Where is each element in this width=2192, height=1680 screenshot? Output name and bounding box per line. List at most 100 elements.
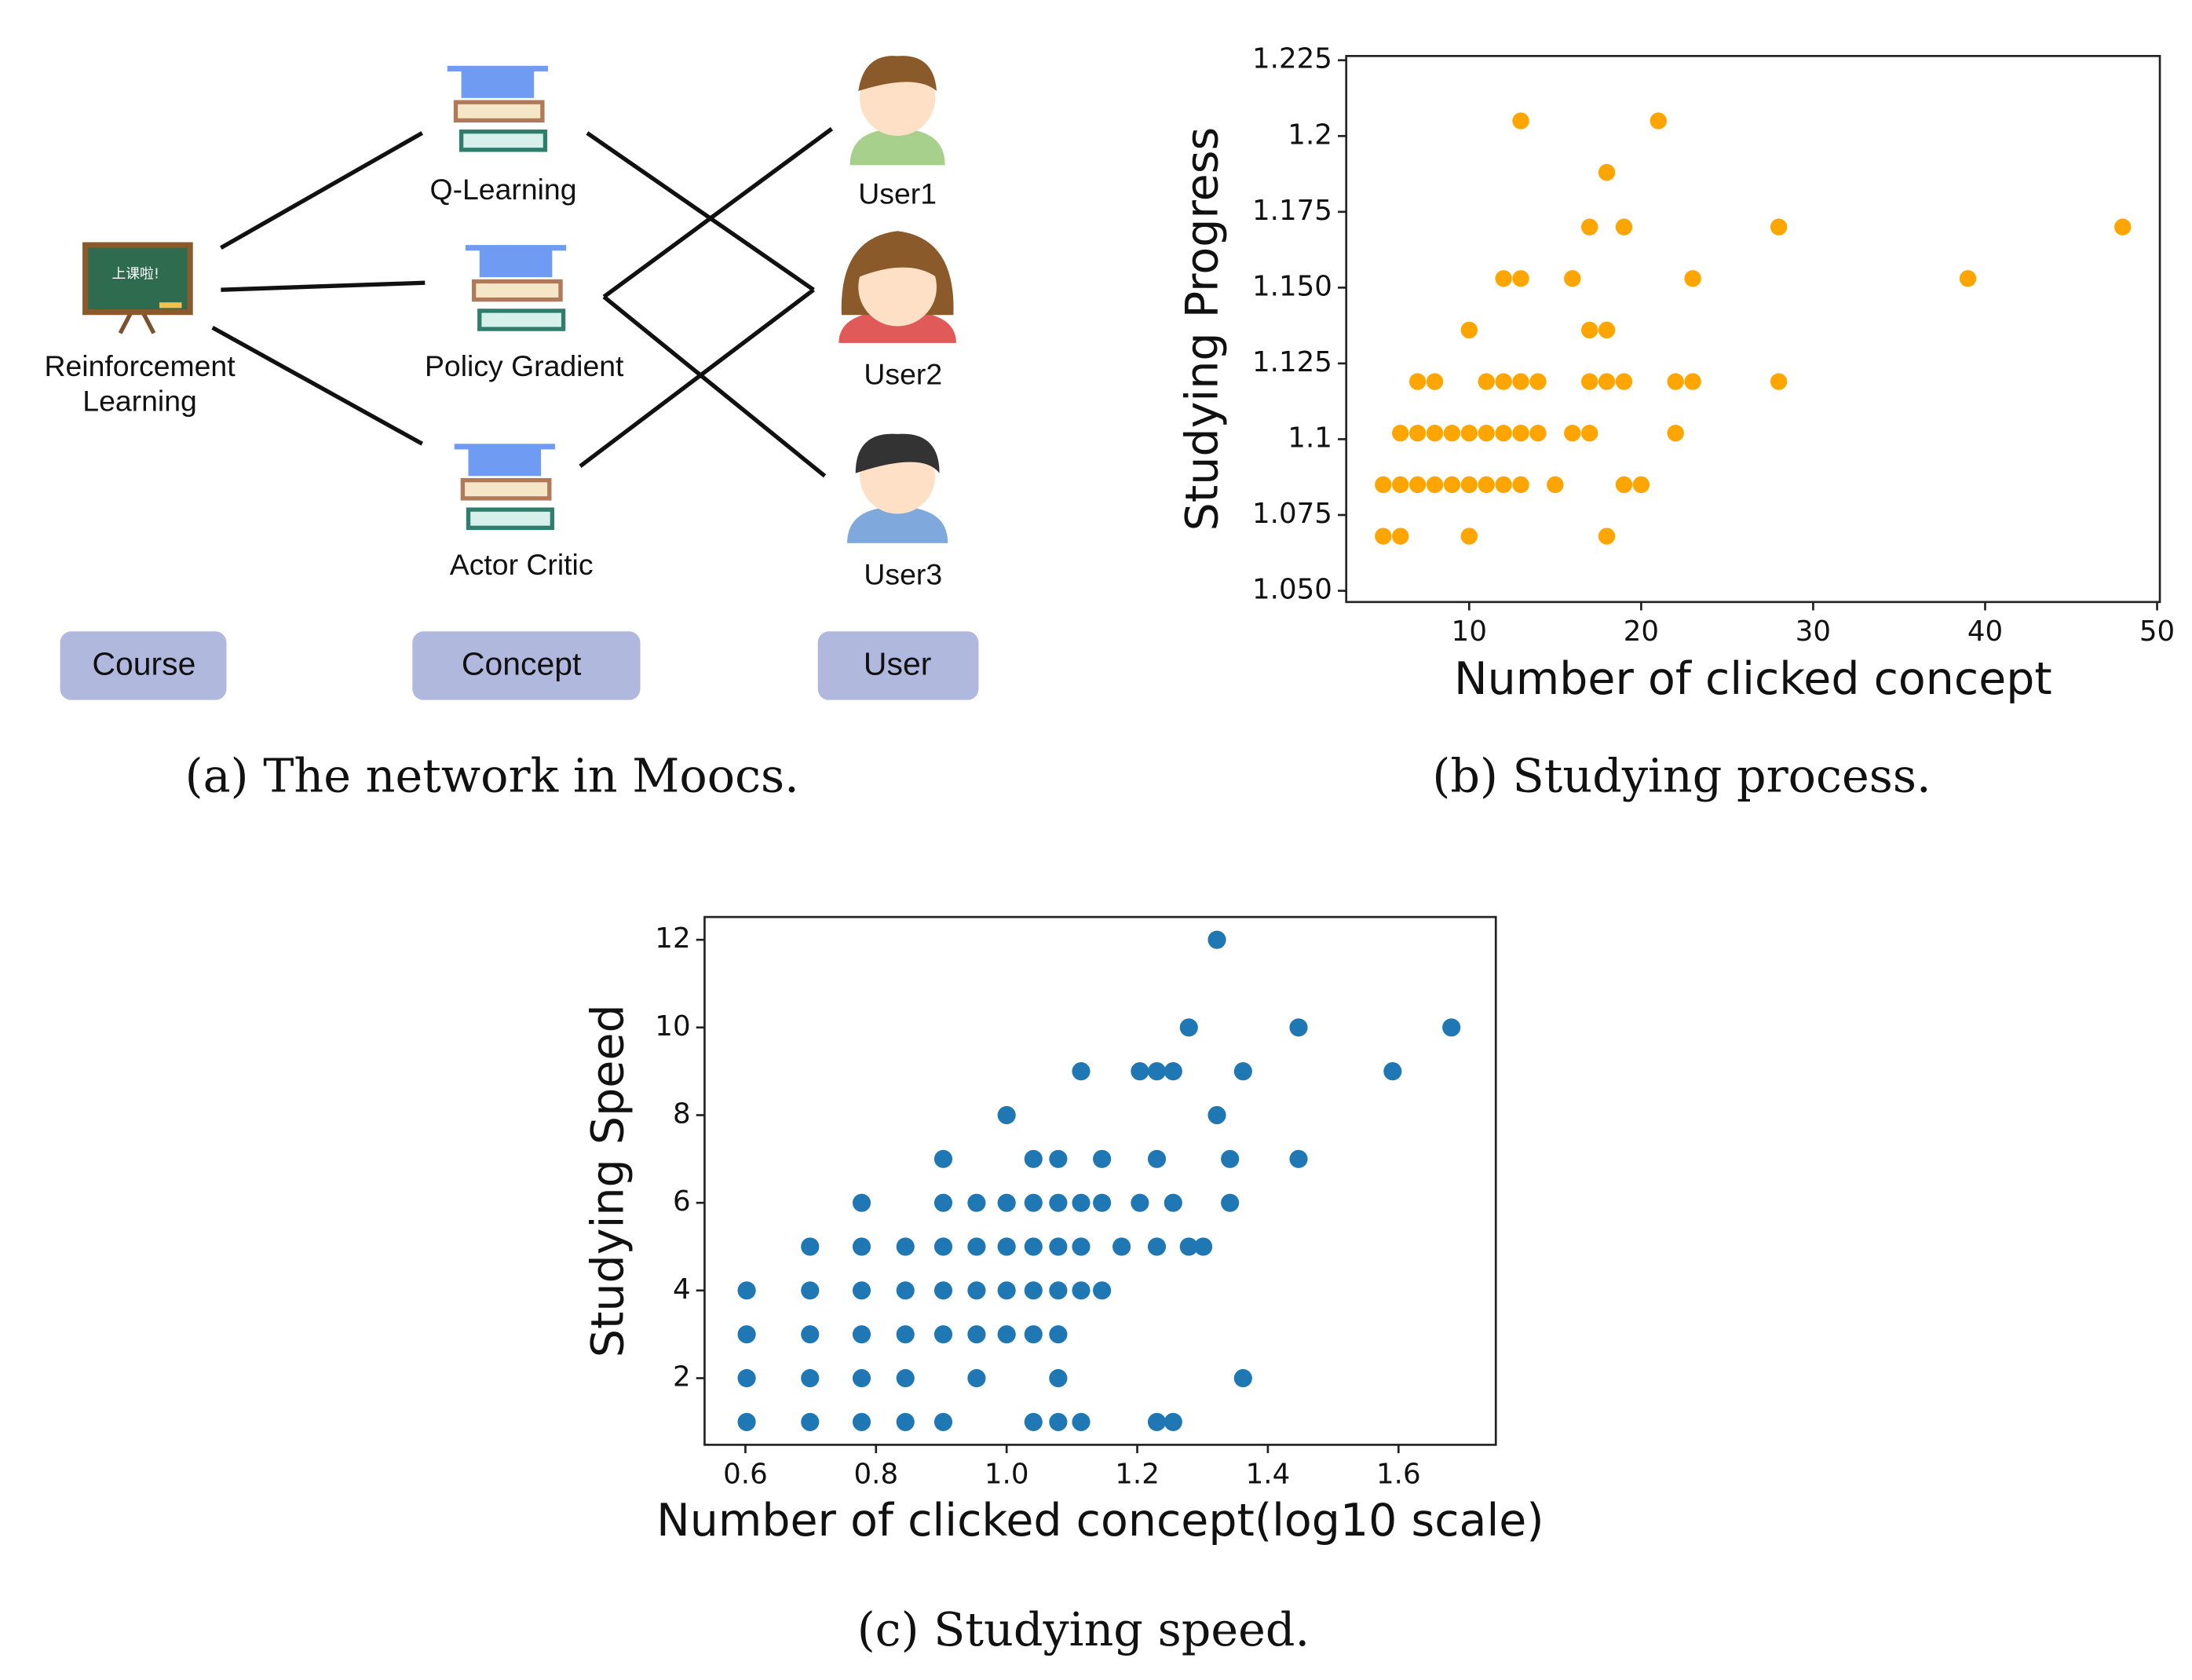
- point: [1164, 1412, 1182, 1431]
- point: [1408, 373, 1427, 390]
- node-label: User3: [864, 558, 942, 591]
- point: [1512, 476, 1529, 494]
- point: [933, 1412, 953, 1431]
- x-tick-label: 20: [1624, 615, 1659, 648]
- point: [1426, 373, 1444, 390]
- point: [1049, 1281, 1068, 1300]
- x-tick-label: 0.8: [853, 1459, 898, 1491]
- point: [967, 1325, 986, 1344]
- point: [1024, 1281, 1043, 1300]
- x-tick-label: 30: [1796, 615, 1831, 648]
- caption: (a) The network in Moocs.: [185, 748, 799, 802]
- x-axis-label: Number of clicked concept(log10 scale): [656, 1495, 1544, 1547]
- x-tick-label: 10: [1452, 615, 1487, 648]
- course-icon: 上课啦!: [82, 242, 193, 334]
- point: [1072, 1237, 1091, 1256]
- point: [997, 1105, 1016, 1125]
- point: [2114, 218, 2132, 236]
- point: [1580, 373, 1598, 390]
- y-tick-label: 1.150: [1252, 270, 1332, 302]
- point: [1495, 270, 1512, 287]
- point: [1024, 1237, 1043, 1256]
- point: [933, 1237, 953, 1256]
- x-tick-label: 1.6: [1376, 1459, 1421, 1491]
- point: [1478, 373, 1495, 390]
- x-tick-label: 40: [1967, 615, 2003, 648]
- point: [852, 1281, 871, 1300]
- y-axis-label: Studying Progress: [1177, 127, 1229, 531]
- caption: (b) Studying process.: [1432, 748, 1931, 802]
- point: [1632, 476, 1650, 494]
- point: [1598, 373, 1616, 390]
- point: [933, 1149, 953, 1168]
- point: [1615, 476, 1633, 494]
- point: [1147, 1062, 1167, 1081]
- point: [1512, 270, 1529, 287]
- point: [967, 1368, 986, 1388]
- point: [1024, 1193, 1043, 1212]
- point: [1392, 476, 1409, 494]
- point: [1684, 373, 1701, 390]
- point: [997, 1237, 1016, 1256]
- legend-label: User: [864, 646, 931, 682]
- y-tick-label: 1.125: [1252, 346, 1332, 378]
- point: [1024, 1325, 1043, 1344]
- x-tick-label: 50: [2139, 615, 2175, 648]
- point: [1598, 528, 1616, 545]
- point: [1207, 1105, 1226, 1125]
- y-tick-label: 1.175: [1252, 195, 1332, 227]
- point: [1512, 425, 1529, 442]
- point: [1564, 270, 1581, 287]
- x-tick-label: 1.4: [1246, 1459, 1291, 1491]
- point: [1495, 476, 1512, 494]
- legend-box: [60, 631, 227, 700]
- y-tick-label: 1.2: [1288, 119, 1332, 151]
- point: [737, 1412, 756, 1431]
- x-tick-label: 1.0: [985, 1459, 1029, 1491]
- node-label: Actor Critic: [450, 548, 594, 581]
- point: [852, 1368, 871, 1388]
- point: [1207, 930, 1226, 949]
- point: [1164, 1062, 1182, 1081]
- point: [1289, 1018, 1308, 1037]
- y-tick-label: 1.050: [1252, 574, 1332, 606]
- node-label: Reinforcement: [45, 349, 236, 382]
- point: [1615, 218, 1633, 236]
- point: [1770, 218, 1788, 236]
- point: [1392, 528, 1409, 545]
- point: [1529, 425, 1547, 442]
- y-tick-label: 10: [655, 1010, 690, 1043]
- point: [933, 1325, 953, 1344]
- point: [1478, 476, 1495, 494]
- caption: (c) Studying speed.: [857, 1602, 1310, 1656]
- node-label: Q-Learning: [430, 173, 577, 206]
- point: [1512, 112, 1529, 130]
- point: [852, 1237, 871, 1256]
- point: [801, 1368, 820, 1388]
- point: [1221, 1149, 1240, 1168]
- edges: [211, 126, 834, 478]
- point: [1093, 1149, 1112, 1168]
- point: [852, 1412, 871, 1431]
- point: [1049, 1325, 1068, 1344]
- point: [997, 1281, 1016, 1300]
- x-tick-label: 0.6: [723, 1459, 768, 1491]
- concept-icon: [454, 444, 555, 530]
- point: [1667, 373, 1684, 390]
- point: [1072, 1412, 1091, 1431]
- point: [1179, 1237, 1198, 1256]
- concept-icon: [465, 245, 567, 331]
- point: [1179, 1018, 1198, 1037]
- point: [1375, 528, 1392, 545]
- point: [1375, 476, 1392, 494]
- y-tick-label: 4: [673, 1273, 691, 1306]
- point: [1049, 1368, 1068, 1388]
- point: [1684, 270, 1701, 287]
- point: [1529, 373, 1547, 390]
- point: [1147, 1237, 1167, 1256]
- point: [1443, 425, 1461, 442]
- point: [1426, 476, 1444, 494]
- legend-box: [412, 631, 641, 700]
- legend-label: Concept: [462, 646, 582, 682]
